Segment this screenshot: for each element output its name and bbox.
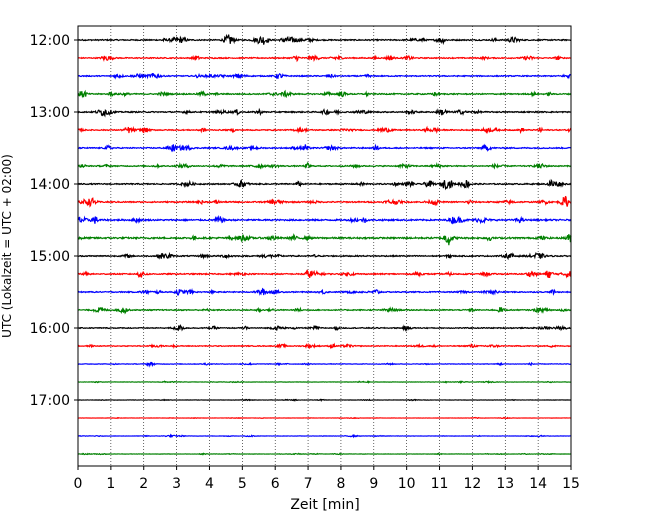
x-tick-label: 1 [106,476,115,492]
x-tick-label: 7 [304,476,313,492]
trace-line [77,107,572,118]
trace-line [77,178,572,191]
x-tick-label: 13 [496,476,514,492]
x-axis-label: Zeit [min] [290,497,359,513]
trace-line [77,54,572,63]
x-tick-label: 0 [74,476,83,492]
trace-line [77,162,572,170]
x-tick-label: 6 [271,476,280,492]
y-tick-label: 16:00 [30,321,70,337]
trace-line [77,195,572,208]
trace-line [77,361,572,368]
y-tick-label: 15:00 [30,249,70,265]
plot-frame [77,25,572,467]
x-tick-label: 3 [172,476,181,492]
trace-line [77,233,572,246]
x-tick-label: 8 [336,476,345,492]
trace-line [77,251,572,261]
y-tick-label: 17:00 [30,393,70,409]
trace-line [77,323,572,332]
x-tick-label: 4 [205,476,214,492]
trace-line [77,452,572,456]
vertical-gridlines [110,26,539,466]
trace-line [77,269,572,279]
trace-line [77,342,572,350]
x-tick-label: 15 [562,476,580,492]
y-tick-label: 13:00 [30,105,70,121]
trace-line [77,143,572,153]
trace-line [77,398,572,402]
x-tick-label: 10 [398,476,416,492]
trace-line [77,33,572,46]
trace-line [77,380,572,384]
x-tick-label: 9 [369,476,378,492]
trace-line [77,416,572,420]
trace-line [77,433,572,439]
trace-lines [77,33,572,456]
y-tick-label: 12:00 [30,33,70,49]
x-tick-label: 12 [463,476,481,492]
x-axis-ticks: 0 1 2 3 4 5 6 7 8 9 10 11 12 13 14 15 [74,466,580,492]
x-tick-label: 5 [238,476,247,492]
x-tick-label: 2 [139,476,148,492]
y-axis-ticks: 12:00 13:00 14:00 15:00 16:00 17:00 [30,33,78,409]
trace-line [77,125,572,135]
x-tick-label: 14 [529,476,547,492]
trace-line [77,89,572,99]
y-axis-label: UTC (Lokalzeit = UTC + 02:00) [0,154,14,338]
trace-line [77,306,572,315]
trace-line [77,72,572,80]
y-tick-label: 14:00 [30,177,70,193]
trace-line [77,287,572,296]
x-tick-label: 11 [431,476,449,492]
trace-line [77,214,572,225]
